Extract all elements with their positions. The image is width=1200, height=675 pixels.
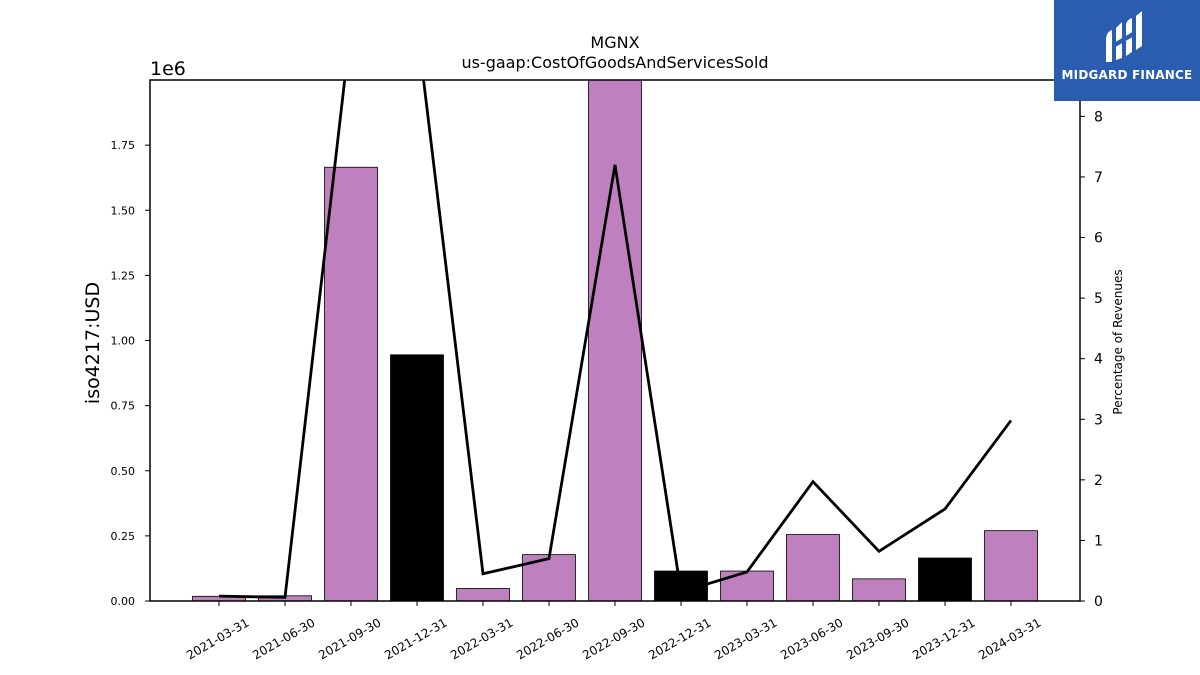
x-tick-label: 2023-09-30 [844,615,911,662]
bar-2021-09-30 [324,166,378,601]
y2-tick-label: 7 [1094,170,1103,186]
bar-2022-03-31 [456,588,510,601]
logo-mark-icon [1106,11,1142,62]
y-tick-label: 0.25 [111,530,136,543]
y2-axis-label: Percentage of Revenues [1111,269,1125,414]
bar-2022-09-30 [588,80,642,601]
y2-tick-label: 6 [1094,231,1103,247]
bars-group [192,80,1038,601]
midgard-finance-logo: MIDGARD FINANCE [1054,0,1200,101]
chart-title: MGNX [590,33,639,52]
y2-tick-label: 0 [1094,594,1103,610]
percentage-line [218,80,1013,599]
x-tick-label: 2024-03-31 [976,615,1043,662]
chart-subtitle: us-gaap:CostOfGoodsAndServicesSold [461,53,768,72]
y-axis-multiplier: 1e6 [150,58,186,80]
x-tick-label: 2021-09-30 [316,615,383,662]
x-tick-label: 2022-06-30 [514,615,581,662]
y-tick-label: 1.75 [111,139,136,152]
logo-text: MIDGARD FINANCE [1061,68,1193,82]
bar-2021-12-31 [390,354,444,601]
bar-2023-06-30 [786,534,840,601]
y-tick-label: 1.25 [111,269,136,282]
y2-tick-label: 1 [1094,533,1103,549]
y2-tick-label: 4 [1094,352,1103,368]
x-tick-label: 2023-12-31 [910,615,977,662]
y-axis-label: iso4217:USD [82,282,104,404]
x-tick-label: 2023-03-31 [712,615,779,662]
x-tick-label: 2022-03-31 [448,615,515,662]
x-tick-label: 2022-09-30 [580,615,647,662]
bar-2023-09-30 [852,578,906,601]
y-tick-label: 1.50 [111,204,136,217]
x-tick-label: 2021-03-31 [184,615,251,662]
y-tick-label: 1.00 [111,335,136,348]
y2-tick-label: 2 [1094,473,1103,489]
y2-tick-label: 5 [1094,291,1103,307]
x-tick-label: 2022-12-31 [646,615,713,662]
y2-tick-label: 8 [1094,109,1103,125]
y-tick-label: 0.50 [111,465,136,478]
y2-tick-label: 3 [1094,412,1103,428]
y-tick-label: 0.75 [111,400,136,413]
x-tick-label: 2021-06-30 [250,615,317,662]
bar-2023-12-31 [918,557,972,601]
line-group [218,80,1013,599]
bar-2023-03-31 [720,570,774,601]
bar-2024-03-31 [984,530,1038,601]
y-tick-label: 0.00 [111,595,136,608]
x-tick-label: 2021-12-31 [382,615,449,662]
x-tick-label: 2023-06-30 [778,615,845,662]
